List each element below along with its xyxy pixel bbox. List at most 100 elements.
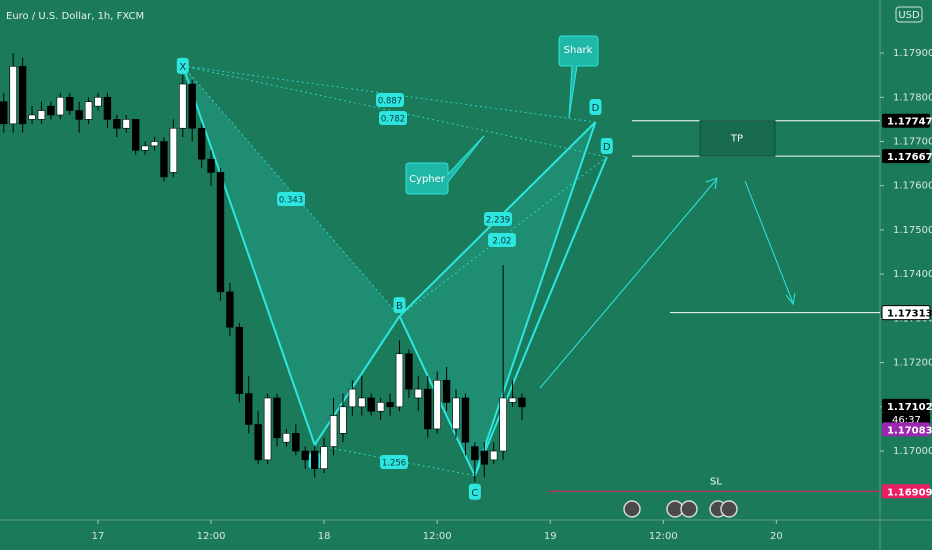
price-tag-label: 1.17747 [887,117,932,128]
price-tag-label: 1.16909 [887,487,932,498]
candle [37,101,46,124]
candle [395,340,404,412]
candle [273,393,281,447]
candle-body [141,145,149,151]
ratio-box [488,233,516,247]
candle-body [310,450,319,470]
price-tag-label: 1.17083 [887,425,932,436]
candle [461,393,470,456]
ratio-label: 0.887 [378,97,402,107]
candle [376,397,385,421]
projection-arrow [539,179,717,389]
candle [179,75,187,138]
candle [18,57,27,133]
candle-body [452,397,460,430]
candle-body [499,397,507,452]
candle-body [320,446,328,470]
candle-body [263,397,272,461]
candle-body [94,96,102,107]
candle-body [9,66,17,125]
ratio-box [379,111,407,125]
countdown: 46:37 [892,415,921,426]
candle [197,123,206,169]
price-tag-label: 1.17313 [887,309,932,320]
candle [490,442,498,465]
candle [94,92,102,111]
candle [310,446,319,478]
candle [301,446,309,469]
candle-body [480,450,488,465]
candle-body [301,450,309,461]
candle-body [131,119,140,151]
y-tick-label: 1.17700 [893,136,932,147]
candle [358,375,366,416]
cypher-callout [405,135,485,195]
candle [66,92,74,115]
candle-body [329,415,338,447]
x-tick-label: 17 [92,531,105,542]
candle [56,92,64,120]
candles [0,53,526,482]
price-levels: 1.17747 1.17667 1.17313 1.17102 46:371.17083… [548,113,932,499]
candle [386,393,394,416]
overlays: Shark Cypher [405,35,796,518]
candle-body [160,141,168,178]
candle [216,168,225,301]
pattern-point-label: C [471,488,478,499]
pattern-leg [473,156,608,477]
event-icon [680,500,698,518]
y-tick-label: 1.17200 [893,358,932,369]
candle-body [339,406,347,434]
pattern-point-label: D [592,103,600,114]
candle [329,397,338,456]
candle-body [47,105,55,116]
candle-body [226,291,234,328]
ratio-label: 0.343 [279,196,303,206]
ratio-label: 2.239 [486,216,510,226]
projection-arrow [744,180,794,304]
pattern-point-box [600,137,613,154]
candle [414,375,423,412]
candle [0,92,8,133]
candle [169,119,178,177]
arrow-head [705,177,718,190]
price-tag [881,305,931,321]
ratio-box [484,212,512,226]
candle-body [292,433,300,452]
ratio-label: 1.256 [382,459,406,469]
callout-text: Cypher [409,174,446,185]
candle [433,371,441,434]
candle [405,349,413,398]
price-tag [882,113,930,128]
candle-body [66,96,74,111]
ratio-box [376,93,404,107]
candle-body [207,158,215,173]
x-tick-label: 20 [770,531,783,542]
candle [424,375,432,438]
candle-body [414,388,423,399]
candle-body [122,119,130,129]
candle-body [37,110,46,120]
candle [226,282,234,337]
pattern-point-box [589,99,602,116]
callout-text: Shark [564,45,593,56]
candle [188,79,196,142]
candle [28,106,36,124]
candle-body [442,379,451,403]
stop-loss-label: SL [710,476,722,487]
candle-body [245,393,253,425]
x-tick-label: 19 [544,531,557,542]
candle-body [113,119,121,129]
candle [47,101,55,120]
candle-body [103,96,112,120]
candle [263,393,272,465]
pattern-ratio-line [182,65,400,317]
candle-body [376,402,385,412]
currency: USD [898,10,920,21]
x-tick-label: 12:00 [649,531,678,542]
candle-body [518,397,526,408]
candle-body [84,101,93,120]
shark-callout [558,35,599,119]
candle [245,375,253,434]
